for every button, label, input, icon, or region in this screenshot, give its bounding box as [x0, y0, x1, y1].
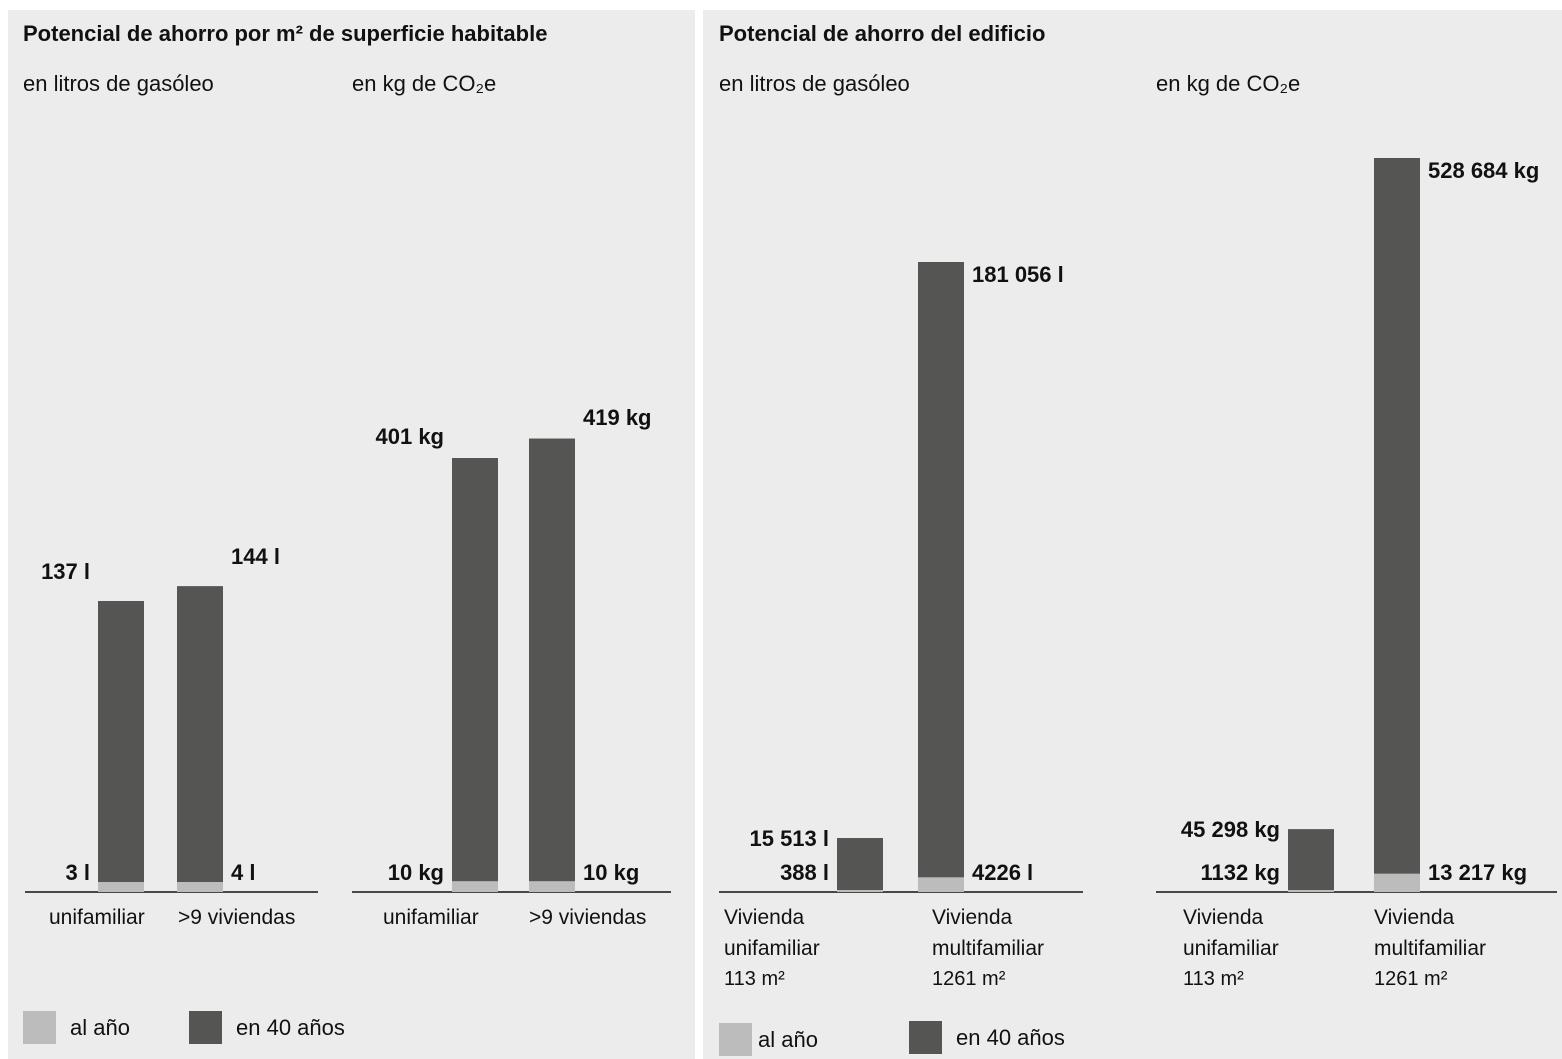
- data-label-al-ano: 3 l: [65, 860, 90, 885]
- category-label: unifamiliar: [49, 906, 145, 929]
- legend-swatch-al-ano: [719, 1023, 752, 1056]
- legend-al-ano: al año: [719, 1023, 818, 1056]
- legend-al-ano: al año: [23, 1011, 130, 1044]
- bar-en-40-anos: [529, 438, 575, 892]
- bar-en-40-anos: [177, 586, 223, 892]
- left-panel-title: Potencial de ahorro por m² de superficie…: [23, 21, 548, 46]
- category-label: >9 viviendas: [529, 906, 647, 929]
- bar-al-ano: [918, 877, 964, 892]
- category-label: >9 viviendas: [178, 906, 296, 929]
- data-label-al-ano: 4226 l: [972, 860, 1034, 885]
- legend-swatch-en-40-anos: [909, 1021, 942, 1054]
- data-label-al-ano: 10 kg: [387, 860, 444, 885]
- data-label-en-40-anos: 137 l: [41, 559, 90, 584]
- bar-en-40-anos: [98, 601, 144, 892]
- left-subtitle-liters: en litros de gasóleo: [23, 71, 214, 96]
- legend-label: al año: [758, 1026, 818, 1052]
- data-label-al-ano: 388 l: [780, 860, 829, 885]
- data-label-al-ano: 10 kg: [583, 860, 640, 885]
- data-label-en-40-anos: 528 684 kg: [1428, 158, 1540, 183]
- data-label-al-ano: 13 217 kg: [1428, 860, 1528, 885]
- category-label: Vivienda multifamiliar 1261 m²: [932, 906, 1045, 990]
- bar-en-40-anos: [918, 262, 964, 892]
- bar-en-40-anos: [1288, 829, 1334, 892]
- data-label-en-40-anos: 15 513 l: [749, 826, 829, 852]
- data-label-en-40-anos: 45 298 kg: [1180, 817, 1280, 843]
- category-label: Vivienda multifamiliar 1261 m²: [1374, 906, 1487, 990]
- category-label: unifamiliar: [383, 906, 479, 929]
- legend-swatch-al-ano: [23, 1011, 56, 1044]
- category-label: Vivienda unifamiliar 113 m²: [1183, 906, 1279, 990]
- data-label-en-40-anos: 181 056 l: [972, 262, 1064, 287]
- data-label-al-ano: 1132 kg: [1200, 860, 1280, 885]
- right-subtitle-liters: en litros de gasóleo: [719, 71, 910, 96]
- legend-en-40-anos: en 40 años: [189, 1011, 345, 1044]
- bar-al-ano: [529, 881, 575, 892]
- bar-al-ano: [1374, 873, 1420, 892]
- legend-label: en 40 años: [236, 1014, 345, 1040]
- right-subtitle-co2: en kg de CO₂e: [1156, 71, 1301, 96]
- bar-al-ano: [452, 881, 498, 892]
- bar-al-ano: [837, 890, 883, 892]
- bar-al-ano: [98, 882, 144, 892]
- legend-label: en 40 años: [956, 1024, 1065, 1050]
- bar-en-40-anos: [1374, 158, 1420, 892]
- legend-swatch-en-40-anos: [189, 1011, 222, 1044]
- left-subtitle-co2: en kg de CO₂e: [352, 71, 497, 96]
- legend-en-40-anos: en 40 años: [909, 1021, 1065, 1054]
- data-label-en-40-anos: 401 kg: [375, 424, 445, 449]
- data-label-en-40-anos: 144 l: [231, 544, 280, 570]
- data-label-en-40-anos: 419 kg: [583, 404, 652, 430]
- legend-label: al año: [70, 1014, 130, 1040]
- right-panel-title: Potencial de ahorro del edificio: [719, 21, 1046, 46]
- bar-en-40-anos: [452, 458, 498, 892]
- bar-en-40-anos: [837, 838, 883, 892]
- data-label-al-ano: 4 l: [231, 860, 256, 885]
- category-label: Vivienda unifamiliar 113 m²: [724, 906, 820, 990]
- bar-al-ano: [177, 882, 223, 892]
- bar-al-ano: [1288, 890, 1334, 892]
